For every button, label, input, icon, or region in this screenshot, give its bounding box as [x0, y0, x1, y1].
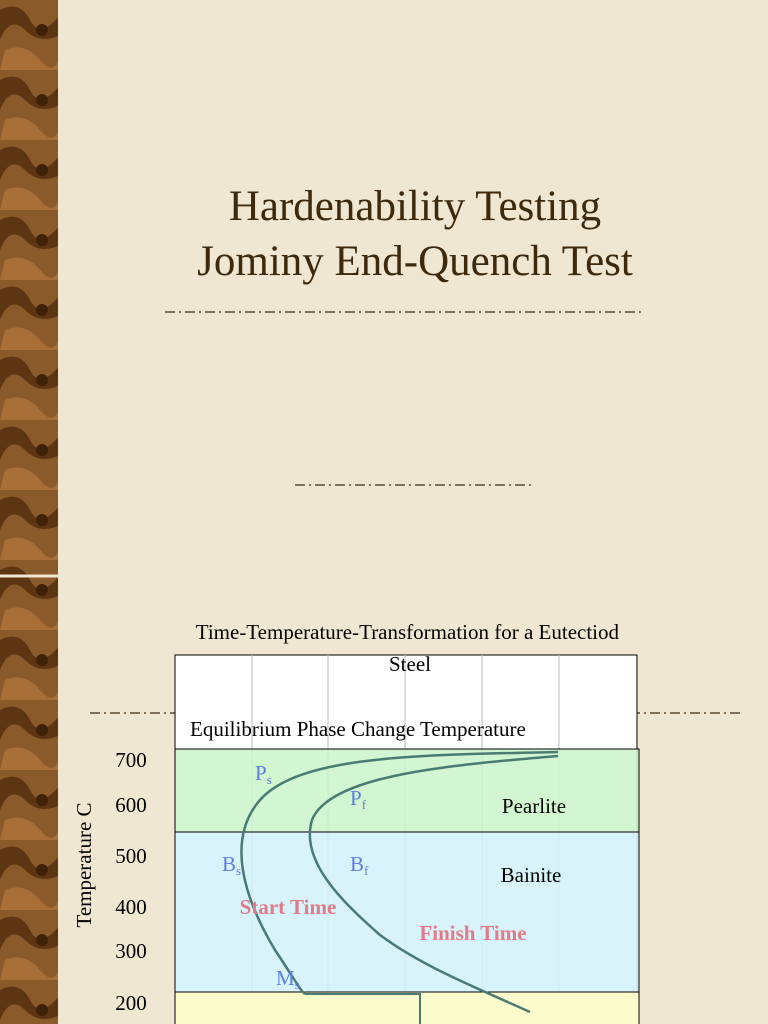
ms-line	[305, 993, 421, 1024]
point-main: P	[350, 786, 362, 810]
point-label: Pf	[350, 786, 367, 812]
start-curve	[240, 750, 559, 995]
pearlite-region	[174, 748, 640, 833]
y-label: 400	[115, 895, 147, 919]
point-label: Bs	[222, 852, 241, 878]
y-label: 200	[115, 991, 147, 1015]
region-label: Bainite	[501, 863, 562, 887]
wood-border	[0, 0, 58, 1024]
point-main: B	[222, 852, 236, 876]
slide-title: Hardenability Testing	[229, 183, 601, 230]
diagram	[174, 654, 640, 1024]
y-label: 600	[115, 793, 147, 817]
point-main: M	[276, 966, 295, 990]
y-axis-label: Temperature C	[72, 802, 96, 927]
point-sub: s	[295, 977, 300, 992]
bainite-region	[174, 831, 640, 993]
martensite-region	[174, 991, 640, 1024]
y-label: 300	[115, 939, 147, 963]
y-label: 700	[115, 748, 147, 772]
curve-label: Finish Time	[419, 921, 526, 945]
slide-title: Jominy End-Quench Test	[197, 238, 633, 285]
point-sub: f	[364, 863, 369, 878]
y-label: 500	[115, 844, 147, 868]
slide-title: Time-Temperature-Transformation for a Eu…	[196, 620, 625, 676]
point-sub: f	[362, 797, 367, 812]
finish-curve	[308, 754, 559, 1014]
point-label: Ps	[255, 761, 272, 787]
point-main: P	[255, 761, 267, 785]
band-label: Equilibrium Phase Change Temperature	[190, 717, 526, 741]
point-sub: s	[267, 772, 272, 787]
point-sub: s	[236, 863, 241, 878]
point-label: Ms	[276, 966, 300, 992]
region-label: Pearlite	[502, 794, 566, 818]
point-main: B	[350, 852, 364, 876]
curve-label: Start Time	[240, 895, 337, 919]
y-labels: 700 600 500 400 300 200	[115, 748, 147, 1015]
point-label: Bf	[350, 852, 369, 878]
